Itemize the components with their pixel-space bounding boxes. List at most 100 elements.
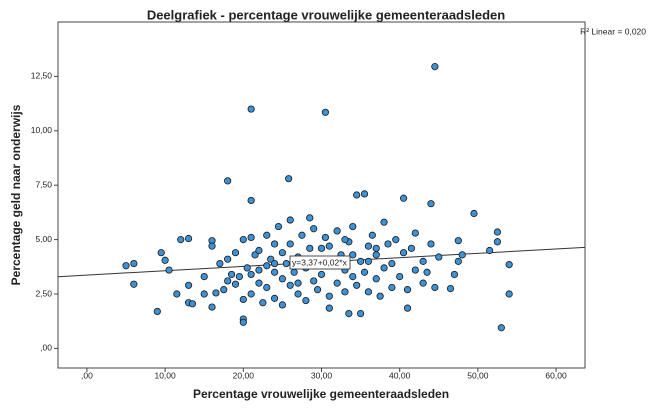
point	[364, 242, 373, 250]
point	[157, 249, 165, 257]
point	[263, 283, 271, 292]
point	[493, 238, 502, 246]
point	[325, 304, 333, 312]
point	[372, 244, 380, 252]
r2-label: R² Linear = 0,020	[580, 26, 646, 36]
point	[356, 257, 365, 265]
point	[349, 273, 357, 281]
point	[356, 309, 365, 318]
point	[290, 268, 298, 276]
point	[396, 273, 404, 281]
x-tick-label: 30,00	[311, 370, 333, 380]
x-tick-label: 10,00	[154, 370, 176, 380]
point	[364, 288, 373, 296]
point	[380, 218, 388, 226]
x-tick-label: ,00	[81, 370, 93, 380]
point	[239, 318, 247, 326]
point	[130, 259, 138, 268]
point	[282, 259, 290, 268]
point	[278, 249, 287, 257]
point	[208, 242, 216, 250]
point	[341, 288, 349, 296]
point	[470, 209, 478, 218]
x-tick-label: 50,00	[467, 370, 489, 380]
x-tick-label: 40,00	[389, 370, 411, 380]
point	[255, 266, 263, 274]
point	[263, 231, 271, 239]
point	[247, 290, 255, 298]
point	[313, 286, 322, 294]
point	[239, 295, 247, 304]
point	[360, 268, 369, 276]
point	[208, 303, 216, 311]
point	[372, 251, 380, 259]
point	[419, 279, 427, 287]
point	[486, 246, 494, 255]
point	[263, 262, 271, 270]
point	[247, 270, 255, 279]
point	[220, 286, 228, 294]
point	[450, 270, 459, 279]
point	[278, 301, 287, 309]
point	[255, 279, 263, 287]
y-tick-label: ,00	[40, 343, 52, 353]
point	[274, 222, 283, 231]
point	[122, 262, 130, 270]
point	[317, 244, 326, 252]
point	[435, 253, 443, 261]
point	[317, 270, 326, 279]
point	[411, 229, 419, 237]
point	[165, 266, 173, 274]
point	[161, 256, 169, 264]
chart-title: Deelgrafiek - percentage vrouwelijke gem…	[147, 7, 505, 22]
point	[306, 214, 314, 222]
point	[255, 246, 263, 255]
y-tick-label: 2,50	[35, 288, 52, 298]
point	[302, 296, 310, 305]
x-axis-label: Percentage vrouwelijke gemeenteraadslede…	[193, 387, 449, 401]
y-axis-label: Percentage geld naar onderwijs	[9, 104, 23, 285]
point	[388, 259, 396, 268]
point	[419, 257, 427, 265]
fit-label-box	[289, 255, 351, 270]
point	[431, 283, 439, 292]
point	[431, 63, 439, 71]
point	[505, 261, 513, 269]
point	[270, 268, 279, 276]
point	[446, 284, 455, 293]
y-tick-label: 10,00	[31, 125, 53, 135]
point	[231, 249, 240, 257]
point	[286, 240, 294, 248]
point	[239, 236, 247, 244]
point	[306, 244, 314, 252]
point	[200, 273, 208, 281]
point	[285, 175, 293, 183]
point	[286, 281, 294, 289]
point	[298, 231, 306, 239]
point	[368, 231, 376, 239]
point	[130, 280, 138, 288]
point	[259, 299, 267, 307]
point	[227, 270, 236, 279]
point	[177, 236, 185, 244]
point	[212, 289, 220, 297]
point	[247, 196, 255, 205]
x-tick-label: 60,00	[545, 370, 567, 380]
point	[310, 225, 318, 233]
point	[364, 257, 373, 265]
point	[399, 194, 408, 202]
point	[224, 255, 232, 263]
point	[184, 234, 193, 243]
point	[321, 108, 330, 116]
y-tick-label: 5,00	[35, 234, 52, 244]
point	[224, 177, 232, 185]
point	[243, 264, 251, 272]
point	[403, 304, 412, 312]
point	[505, 290, 513, 298]
point	[349, 222, 357, 231]
point	[310, 277, 318, 285]
point	[427, 240, 435, 248]
point	[493, 228, 502, 236]
